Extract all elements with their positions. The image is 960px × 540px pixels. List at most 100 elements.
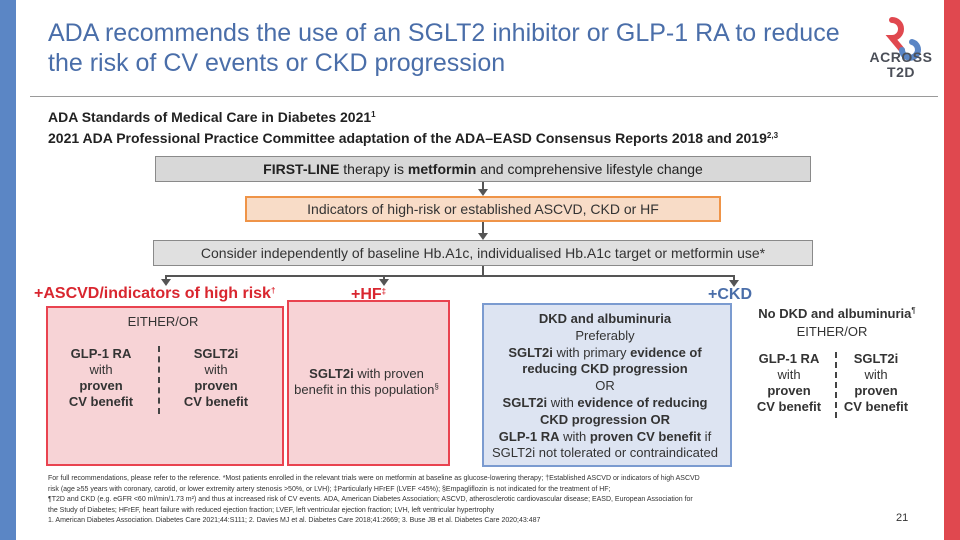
no-dkd-title: No DKD and albuminuria¶	[742, 306, 932, 322]
heading-main: ADA Standards of Medical Care in Diabete…	[48, 109, 376, 125]
option-line: with	[204, 362, 228, 377]
slide-title: ADA recommends the use of an SGLT2 inhib…	[48, 19, 840, 77]
footnote-line: the Study of Diabetes; HFrEF, heart fail…	[48, 506, 495, 514]
dkd-title: DKD and albuminuria	[538, 311, 672, 326]
heading-sub-text: 2021 ADA Professional Practice Committee…	[48, 130, 767, 146]
footnote-line: For full recommendations, please refer t…	[48, 475, 700, 482]
branch-line	[165, 275, 735, 277]
no-dkd-option-sglt2i: SGLT2i with proven CV benefit	[838, 351, 914, 415]
ascvd-label: +ASCVD/indicators of high risk†	[34, 285, 275, 303]
connector-line	[482, 182, 484, 190]
hf-label: +HF‡	[351, 286, 386, 304]
lifestyle-text: and comprehensive lifestyle change	[476, 161, 703, 177]
arrow-down-icon	[478, 189, 488, 196]
connector-line	[733, 275, 735, 280]
first-line-text: therapy is	[339, 161, 408, 177]
footnote-line: risk (age ≥55 years with coronary, carot…	[48, 485, 611, 493]
dkd-or: OR	[595, 378, 615, 394]
across-t2d-logo	[885, 17, 921, 61]
no-dkd-option-glp1: GLP-1 RA with proven CV benefit	[746, 351, 832, 415]
no-dkd-either-or: EITHER/OR	[796, 324, 868, 339]
hf-drug: SGLT2i	[309, 366, 354, 381]
option-line: CV benefit	[183, 394, 249, 409]
hf-text-1: with proven	[353, 366, 424, 381]
footnote-references: 1. American Diabetes Association. Diabet…	[48, 517, 541, 524]
metformin-label: metformin	[407, 161, 477, 177]
dkd-line-5: GLP-1 RA with proven CV benefit if	[484, 429, 726, 446]
either-or-divider	[158, 346, 160, 414]
arrow-down-icon	[161, 279, 171, 286]
dkd-line-3: SGLT2i with evidence of reducing	[484, 395, 726, 412]
option-line: proven	[194, 378, 238, 393]
option-line: with	[864, 367, 888, 382]
dkd-text: with	[547, 394, 578, 410]
dkd-preferably: Preferably	[575, 327, 635, 343]
connector-line	[482, 222, 484, 233]
indicators-box: Indicators of high-risk or established A…	[245, 196, 721, 222]
dkd-line-1: SGLT2i with primary evidence of	[484, 345, 726, 362]
dkd-text: with	[559, 428, 590, 444]
first-line-box: FIRST-LINE therapy is metformin and comp…	[155, 156, 811, 182]
ckd-albuminuria-content: DKD and albuminuria Preferably SGLT2i wi…	[484, 311, 726, 462]
dkd-evidence: proven CV benefit	[589, 428, 702, 444]
hf-text-2: benefit in this population	[294, 382, 435, 397]
arrow-down-icon	[379, 279, 389, 286]
logo-line-2: T2D	[887, 64, 915, 80]
arrow-down-icon	[478, 233, 488, 240]
dkd-text: if	[701, 428, 712, 444]
hf-label-ref: ‡	[381, 287, 387, 296]
connector-line	[383, 275, 385, 279]
heading-main-ref: 1	[371, 110, 376, 119]
dkd-evidence: evidence of reducing	[577, 394, 708, 410]
option-line: CV benefit	[843, 399, 909, 414]
either-or-divider	[835, 352, 837, 418]
first-line-label: FIRST-LINE	[263, 161, 340, 177]
ckd-label: +CKD	[708, 286, 753, 303]
option-line: CV benefit	[756, 399, 822, 414]
right-accent-bar	[944, 0, 960, 540]
dkd-evidence: evidence of	[630, 344, 702, 360]
option-drug: GLP-1 RA	[70, 346, 132, 361]
option-line: CV benefit	[68, 394, 134, 409]
dkd-line-2: reducing CKD progression	[522, 361, 688, 377]
ascvd-either-or: EITHER/OR	[127, 314, 199, 329]
dkd-drug: GLP-1 RA	[498, 428, 560, 444]
dkd-drug: SGLT2i	[508, 344, 553, 360]
connector-line	[165, 275, 167, 279]
option-drug: SGLT2i	[193, 346, 239, 361]
dkd-line-6: SGLT2i not tolerated or contraindicated	[492, 445, 718, 461]
logo-text: ACROSS T2D	[868, 50, 934, 80]
heading-sub-ref: 2,3	[766, 131, 779, 140]
ascvd-label-text: +ASCVD/indicators of high risk	[34, 285, 271, 302]
ascvd-label-ref: †	[270, 286, 276, 295]
option-line: proven	[79, 378, 123, 393]
no-dkd-ref: ¶	[911, 306, 916, 315]
page-number: 21	[896, 512, 909, 524]
arrow-down-icon	[729, 280, 739, 287]
dkd-line-4: CKD progression OR	[539, 411, 670, 427]
heading-sub: 2021 ADA Professional Practice Committee…	[48, 130, 778, 146]
hf-label-text: +HF	[351, 286, 382, 303]
footnotes: For full recommendations, please refer t…	[48, 474, 908, 527]
hf-recommendation: SGLT2i with proven benefit in this popul…	[289, 366, 444, 398]
ascvd-option-sglt2i: SGLT2i with proven CV benefit	[166, 346, 266, 410]
option-line: with	[89, 362, 113, 377]
option-line: proven	[854, 383, 898, 398]
heading-main-text: ADA Standards of Medical Care in Diabete…	[48, 109, 372, 125]
hf-line-2: benefit in this population§	[289, 382, 444, 398]
option-drug: GLP-1 RA	[758, 351, 820, 366]
ckd-albuminuria-box: DKD and albuminuria Preferably SGLT2i wi…	[482, 303, 732, 467]
hf-line-1: SGLT2i with proven	[289, 366, 444, 382]
option-line: with	[777, 367, 801, 382]
dkd-drug: SGLT2i	[502, 394, 548, 410]
left-accent-bar	[0, 0, 16, 540]
no-dkd-title-text: No DKD and albuminuria	[758, 306, 912, 321]
hf-ref: §	[434, 382, 439, 391]
option-line: proven	[767, 383, 811, 398]
hf-box: SGLT2i with proven benefit in this popul…	[287, 300, 450, 466]
consider-box: Consider independently of baseline Hb.A1…	[153, 240, 813, 266]
logo-line-1: ACROSS	[869, 49, 933, 65]
dkd-text: with primary	[552, 344, 631, 360]
ascvd-option-glp1: GLP-1 RA with proven CV benefit	[54, 346, 148, 410]
title-divider	[30, 96, 938, 97]
